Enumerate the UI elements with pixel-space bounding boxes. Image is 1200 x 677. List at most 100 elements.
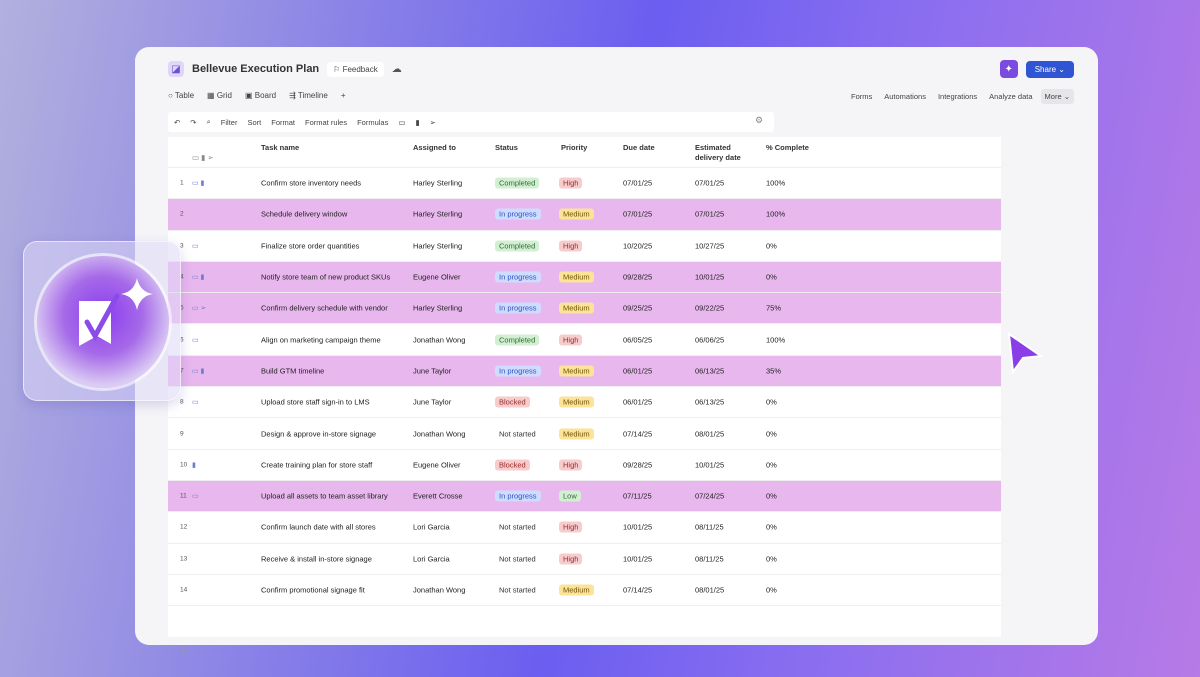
priority-badge[interactable]: High bbox=[559, 240, 583, 252]
row-action-icons[interactable]: ▭ ▮ bbox=[192, 274, 205, 282]
table-row[interactable]: 3 ▭ Finalize store order quantities Harley … bbox=[168, 231, 1001, 262]
toolbar-item-7[interactable]: Formulas bbox=[357, 117, 389, 127]
task-name-cell[interactable]: Align on marketing campaign theme bbox=[261, 334, 381, 344]
percent-complete-cell[interactable]: 0% bbox=[766, 272, 777, 282]
status-badge[interactable]: In progress bbox=[495, 271, 541, 283]
estimated-delivery-cell[interactable]: 07/01/25 bbox=[695, 209, 725, 219]
percent-complete-cell[interactable]: 100% bbox=[766, 335, 786, 345]
estimated-delivery-cell[interactable]: 08/11/25 bbox=[695, 554, 724, 564]
estimated-delivery-cell[interactable]: 08/01/25 bbox=[695, 585, 725, 595]
settings-gear-icon[interactable]: ⚙ bbox=[755, 115, 764, 125]
toolbar-icon-2[interactable]: ➢ bbox=[429, 117, 436, 127]
tool-button-4[interactable]: More ⌄ bbox=[1040, 89, 1074, 104]
view-tab-3[interactable]: ⇶ Timeline bbox=[289, 91, 328, 100]
percent-complete-cell[interactable]: 75% bbox=[766, 303, 782, 313]
status-badge[interactable]: Completed bbox=[495, 177, 540, 189]
task-name-cell[interactable]: Confirm delivery schedule with vendor bbox=[261, 303, 388, 313]
ai-sparkle-button[interactable]: ✦ bbox=[999, 60, 1018, 78]
due-date-cell[interactable]: 07/01/25 bbox=[623, 209, 653, 219]
task-name-cell[interactable]: Finalize store order quantities bbox=[261, 241, 360, 251]
task-name-cell[interactable]: Upload all assets to team asset library bbox=[261, 491, 388, 501]
assigned-to-cell[interactable]: Eugene Oliver bbox=[413, 272, 461, 282]
toolbar-icon-1[interactable]: ▮ bbox=[415, 117, 420, 127]
view-tab-1[interactable]: ▦ Grid bbox=[207, 91, 232, 100]
task-name-cell[interactable]: Design & approve in-store signage bbox=[261, 428, 377, 438]
column-header-3[interactable]: Priority bbox=[561, 143, 588, 152]
assigned-to-cell[interactable]: Lori Garcia bbox=[413, 522, 450, 532]
status-badge[interactable]: Completed bbox=[495, 240, 540, 252]
status-badge[interactable]: Completed bbox=[495, 334, 540, 346]
task-name-cell[interactable]: Upload store staff sign-in to LMS bbox=[261, 397, 370, 407]
task-name-cell[interactable]: Confirm store inventory needs bbox=[261, 178, 362, 188]
table-row[interactable]: 10 ▮ Create training plan for store staff… bbox=[168, 450, 1001, 481]
table-row[interactable]: 9 Design & approve in-store signage Jonath… bbox=[168, 418, 1001, 450]
due-date-cell[interactable]: 10/01/25 bbox=[623, 554, 653, 564]
toolbar-item-4[interactable]: Sort bbox=[247, 117, 262, 127]
row-action-icons[interactable]: ▭ bbox=[192, 336, 199, 344]
priority-badge[interactable]: Medium bbox=[559, 208, 594, 220]
row-action-icons[interactable]: ▭ ▮ bbox=[192, 367, 205, 375]
assigned-to-cell[interactable]: June Taylor bbox=[413, 397, 452, 407]
table-row[interactable]: 14 Confirm promotional signage fit Jonatha… bbox=[168, 575, 1001, 607]
percent-complete-cell[interactable]: 0% bbox=[766, 585, 777, 595]
priority-badge[interactable]: Medium bbox=[559, 302, 594, 314]
due-date-cell[interactable]: 07/14/25 bbox=[623, 429, 653, 439]
task-name-cell[interactable]: Confirm promotional signage fit bbox=[261, 585, 365, 595]
estimated-delivery-cell[interactable]: 06/06/25 bbox=[695, 335, 725, 345]
due-date-cell[interactable]: 09/28/25 bbox=[623, 460, 653, 470]
status-badge[interactable]: Not started bbox=[499, 429, 536, 439]
due-date-cell[interactable]: 09/28/25 bbox=[623, 272, 653, 282]
assigned-to-cell[interactable]: June Taylor bbox=[413, 366, 452, 376]
table-row[interactable]: 2 Schedule delivery window Harley Sterling… bbox=[168, 199, 1001, 231]
task-name-cell[interactable]: Schedule delivery window bbox=[261, 209, 348, 219]
task-name-cell[interactable]: Create training plan for store staff bbox=[261, 460, 373, 470]
priority-badge[interactable]: High bbox=[559, 177, 583, 189]
estimated-delivery-cell[interactable]: 06/13/25 bbox=[695, 397, 725, 407]
task-name-cell[interactable]: Confirm launch date with all stores bbox=[261, 522, 376, 532]
row-action-icons[interactable]: ▭ ➢ bbox=[192, 305, 207, 313]
priority-badge[interactable]: High bbox=[559, 459, 583, 471]
estimated-delivery-cell[interactable]: 08/01/25 bbox=[695, 429, 725, 439]
task-name-cell[interactable]: Receive & install in-store signage bbox=[261, 554, 372, 564]
estimated-delivery-cell[interactable]: 07/24/25 bbox=[695, 491, 725, 501]
assigned-to-cell[interactable]: Lori Garcia bbox=[413, 554, 450, 564]
estimated-delivery-cell[interactable]: 07/01/25 bbox=[695, 178, 725, 188]
assigned-to-cell[interactable]: Harley Sterling bbox=[413, 303, 463, 313]
toolbar-icon-0[interactable]: ▭ bbox=[398, 117, 406, 127]
percent-complete-cell[interactable]: 0% bbox=[766, 460, 777, 470]
due-date-cell[interactable]: 06/01/25 bbox=[623, 397, 653, 407]
column-header-2[interactable]: Status bbox=[495, 143, 518, 152]
tool-button-0[interactable]: Forms bbox=[851, 92, 873, 101]
estimated-delivery-cell[interactable]: 09/22/25 bbox=[695, 303, 725, 313]
toolbar-item-0[interactable]: ↶ bbox=[174, 117, 181, 127]
due-date-cell[interactable]: 06/05/25 bbox=[623, 335, 653, 345]
column-header-6[interactable]: % Complete bbox=[766, 143, 809, 152]
priority-badge[interactable]: Medium bbox=[559, 271, 594, 283]
percent-complete-cell[interactable]: 0% bbox=[766, 491, 777, 501]
row-action-icons[interactable]: ▭ ▮ bbox=[192, 180, 205, 188]
percent-complete-cell[interactable]: 0% bbox=[766, 522, 777, 532]
cloud-sync-icon[interactable]: ☁ bbox=[391, 63, 402, 75]
status-badge[interactable]: In progress bbox=[495, 490, 541, 502]
assigned-to-cell[interactable]: Harley Sterling bbox=[413, 178, 463, 188]
add-row-button[interactable]: + bbox=[180, 645, 187, 657]
due-date-cell[interactable]: 07/01/25 bbox=[623, 178, 653, 188]
status-badge[interactable]: Not started bbox=[499, 585, 536, 595]
feedback-button[interactable]: ⚐ Feedback bbox=[327, 61, 384, 77]
toolbar-item-2[interactable]: ⌕ bbox=[206, 117, 211, 126]
table-row[interactable]: 4 ▭ ▮ Notify store team of new product SKU… bbox=[168, 261, 1001, 294]
table-row[interactable]: 6 ▭ Align on marketing campaign theme Jonat… bbox=[168, 324, 1001, 356]
row-action-icons[interactable]: ▭ bbox=[192, 242, 199, 250]
percent-complete-cell[interactable]: 100% bbox=[766, 178, 786, 188]
status-badge[interactable]: Blocked bbox=[495, 396, 530, 408]
status-badge[interactable]: Not started bbox=[499, 522, 536, 532]
tool-button-2[interactable]: Integrations bbox=[937, 92, 978, 101]
estimated-delivery-cell[interactable]: 10/01/25 bbox=[695, 272, 725, 282]
view-tab-2[interactable]: ▣ Board bbox=[244, 91, 277, 100]
share-button[interactable]: Share ⌄ bbox=[1025, 60, 1074, 78]
priority-badge[interactable]: Medium bbox=[559, 584, 594, 596]
estimated-delivery-cell[interactable]: 08/11/25 bbox=[695, 522, 724, 532]
percent-complete-cell[interactable]: 100% bbox=[766, 209, 786, 219]
assigned-to-cell[interactable]: Everett Crosse bbox=[413, 491, 463, 501]
toolbar-item-1[interactable]: ↷ bbox=[190, 117, 197, 127]
